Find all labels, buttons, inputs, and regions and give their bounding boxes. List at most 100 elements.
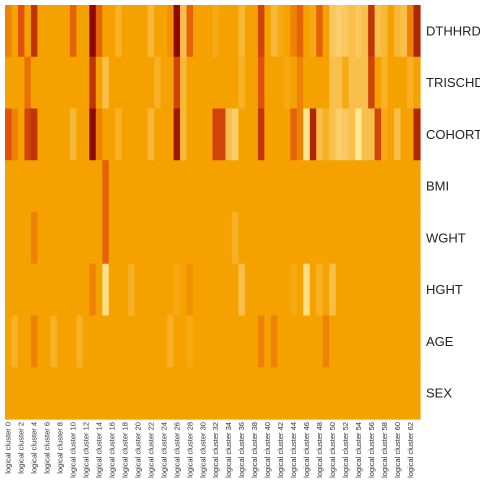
- heatmap-cell: [56, 108, 64, 161]
- heatmap-cell: [56, 367, 64, 420]
- heatmap-cell: [17, 315, 26, 368]
- heatmap-cell: [374, 367, 382, 420]
- heatmap-cell: [82, 263, 90, 317]
- heatmap-cell: [238, 5, 246, 58]
- heatmap-cell: [264, 108, 272, 161]
- heatmap-cell: [218, 212, 227, 265]
- heatmap-cell: [11, 212, 19, 265]
- heatmap-cell: [335, 108, 343, 161]
- heatmap-cell: [115, 160, 123, 213]
- heatmap-cell: [394, 160, 402, 213]
- heatmap-cell: [11, 367, 19, 420]
- heatmap-cell: [17, 108, 26, 161]
- heatmap-cell: [5, 5, 13, 58]
- heatmap-cell: [270, 315, 278, 368]
- heatmap-cell: [128, 263, 136, 317]
- heatmap-cell: [167, 315, 175, 368]
- heatmap-cell: [381, 5, 389, 58]
- heatmap-cell: [141, 108, 149, 161]
- heatmap-cell: [303, 367, 311, 420]
- heatmap-cell: [180, 212, 188, 265]
- heatmap-cell: [24, 108, 32, 161]
- column-label: logical cluster 10: [69, 422, 78, 478]
- heatmap-cell: [251, 212, 259, 265]
- heatmap-cell: [309, 212, 317, 265]
- heatmap-cell: [76, 160, 84, 213]
- heatmap-cell: [335, 56, 343, 110]
- heatmap-cell: [322, 212, 330, 265]
- heatmap-cell: [257, 5, 265, 58]
- heatmap-cell: [173, 315, 181, 368]
- heatmap-cell: [43, 160, 51, 213]
- heatmap-cell: [128, 56, 136, 110]
- heatmap-cell: [400, 212, 408, 265]
- heatmap-cell: [95, 212, 103, 265]
- heatmap-cell: [30, 5, 39, 58]
- heatmap-cell: [11, 160, 19, 213]
- column-label: logical cluster 16: [107, 422, 116, 478]
- heatmap-cell: [89, 315, 97, 368]
- heatmap-cell: [374, 56, 382, 110]
- heatmap-cell: [128, 5, 136, 58]
- heatmap-cell: [5, 212, 13, 265]
- heatmap-cell: [173, 56, 181, 110]
- heatmap-cell: [303, 56, 311, 110]
- heatmap-cell: [24, 160, 32, 213]
- heatmap-cell: [206, 367, 214, 420]
- heatmap-cell: [206, 56, 214, 110]
- heatmap-cell: [251, 263, 259, 317]
- column-label: logical cluster 44: [289, 422, 298, 478]
- heatmap-cell: [121, 56, 129, 110]
- heatmap-cell: [257, 367, 265, 420]
- heatmap-cell: [193, 160, 201, 213]
- heatmap-cell: [89, 160, 97, 213]
- heatmap-cell: [225, 5, 233, 58]
- column-label: logical cluster 28: [185, 422, 194, 478]
- heatmap-cell: [257, 160, 265, 213]
- heatmap-cell: [17, 5, 26, 58]
- heatmap-cell: [5, 56, 13, 110]
- heatmap-cell: [167, 263, 175, 317]
- heatmap-cell: [238, 108, 246, 161]
- heatmap-cell: [400, 160, 408, 213]
- heatmap-cell: [173, 212, 181, 265]
- heatmap-cell: [231, 263, 240, 317]
- heatmap-cell: [374, 315, 382, 368]
- heatmap-cell: [296, 367, 304, 420]
- heatmap-cell: [316, 212, 324, 265]
- heatmap-cell: [290, 367, 298, 420]
- heatmap-cell: [368, 315, 376, 368]
- heatmap-cell: [11, 108, 19, 161]
- heatmap-cell: [290, 56, 298, 110]
- row-label: SEX: [426, 386, 452, 401]
- row-labels: DTHHRDY TRISCHD COHORT BMI WGHT HGHT AGE SEX: [426, 23, 480, 400]
- heatmap-cell: [322, 367, 330, 420]
- heatmap-cell: [160, 367, 168, 420]
- heatmap-cell: [167, 56, 175, 110]
- heatmap-cell: [30, 108, 39, 161]
- heatmap-cell: [218, 108, 227, 161]
- heatmap-cell: [244, 367, 252, 420]
- heatmap-cell: [115, 263, 123, 317]
- heatmap-cell: [76, 263, 84, 317]
- heatmap-cell: [381, 263, 389, 317]
- heatmap-cell: [316, 315, 324, 368]
- heatmap-cell: [167, 5, 175, 58]
- heatmap-cell: [361, 160, 369, 213]
- heatmap-cell: [374, 108, 382, 161]
- heatmap-cell: [413, 160, 421, 213]
- heatmap-cell: [108, 108, 116, 161]
- column-label: logical cluster 48: [315, 422, 324, 478]
- heatmap-cell: [400, 263, 408, 317]
- heatmap-cell: [277, 212, 285, 265]
- heatmap-cell: [296, 212, 304, 265]
- heatmap-cell: [63, 160, 71, 213]
- heatmap-cell: [173, 263, 181, 317]
- heatmap-cell: [141, 56, 149, 110]
- heatmap-cell: [316, 5, 324, 58]
- heatmap-cell: [329, 212, 337, 265]
- heatmap-cell: [11, 5, 19, 58]
- heatmap-cell: [309, 56, 317, 110]
- heatmap-cell: [296, 108, 304, 161]
- heatmap-cell: [316, 108, 324, 161]
